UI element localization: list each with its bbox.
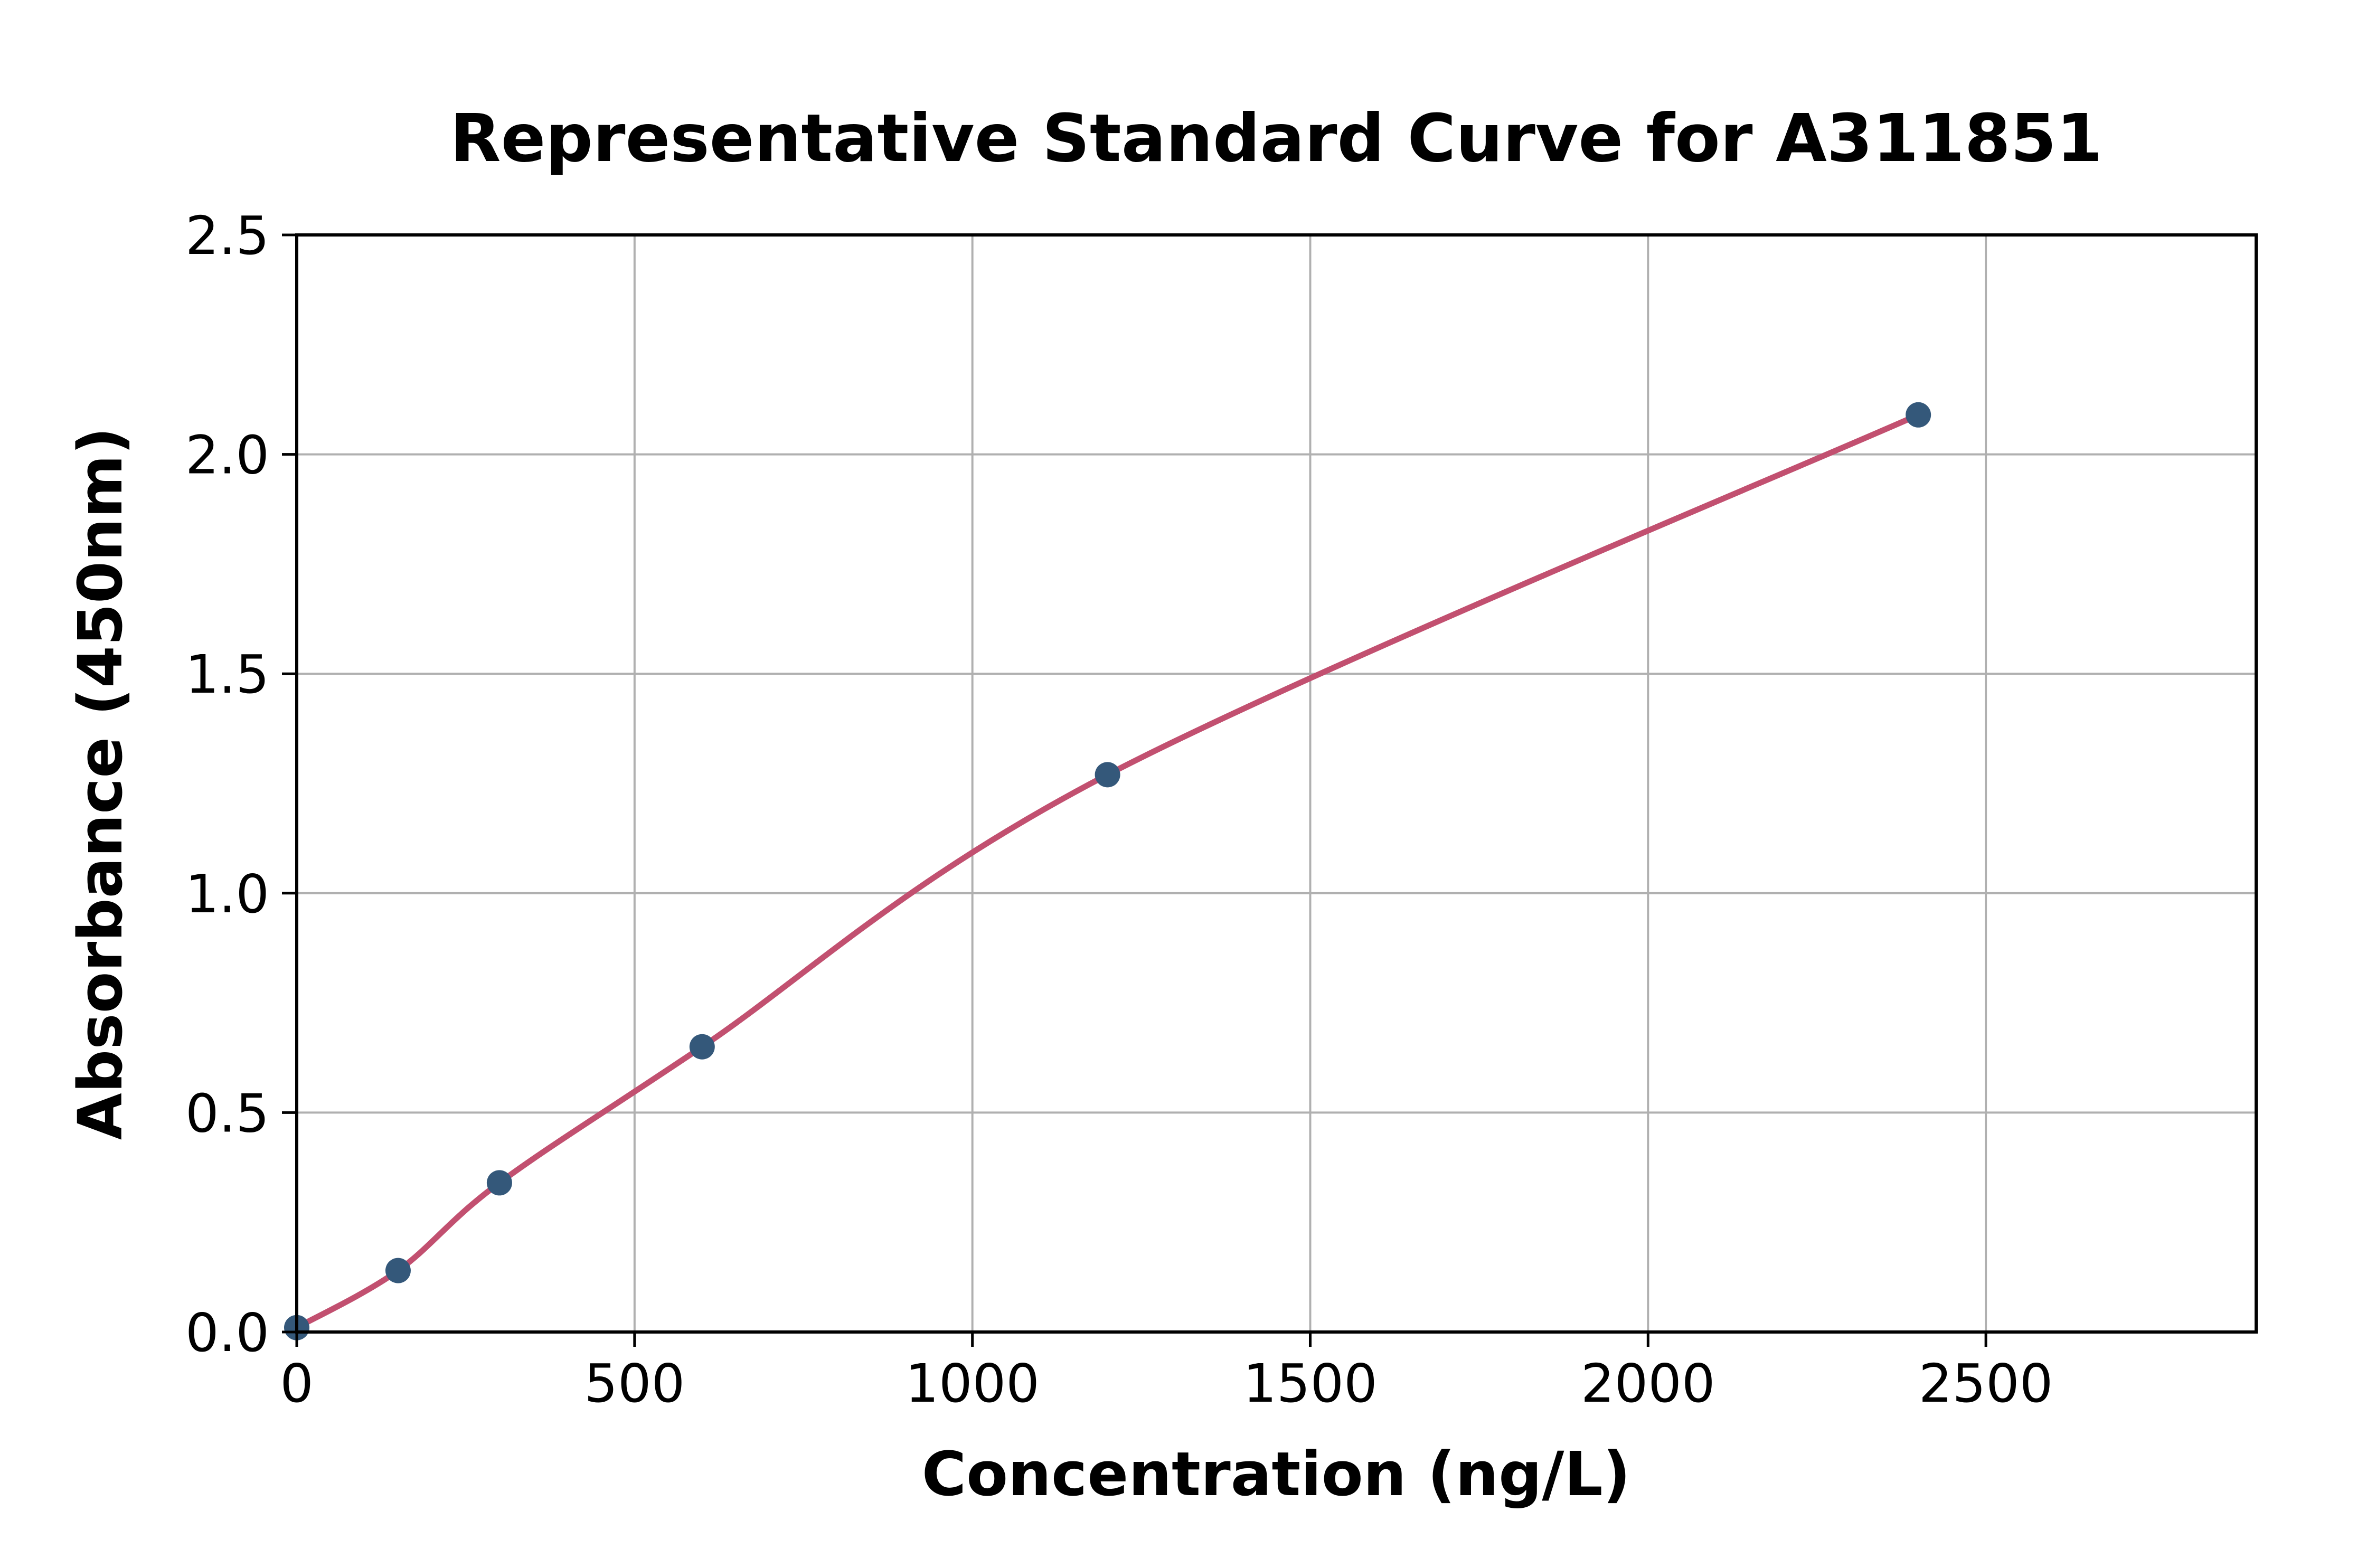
data-points (284, 402, 1931, 1340)
x-tick-label: 1500 (1243, 1353, 1378, 1414)
y-tick-label: 1.0 (185, 863, 269, 925)
data-point (486, 1170, 512, 1196)
data-point (385, 1258, 411, 1283)
x-tick-label: 2000 (1581, 1353, 1715, 1414)
x-tick-label: 0 (280, 1353, 314, 1414)
data-point (1095, 762, 1120, 788)
axis-ticks (282, 233, 1987, 1347)
x-tick-label: 1000 (905, 1353, 1040, 1414)
y-tick-label: 0.0 (185, 1302, 269, 1364)
y-tick-label: 2.5 (185, 205, 269, 267)
x-axis-label: Concentration (ng/L) (922, 1439, 1631, 1510)
y-tick-label: 1.5 (185, 644, 269, 705)
x-tick-label: 2500 (1919, 1353, 2053, 1414)
y-axis-label: Absorbance (450nm) (65, 427, 136, 1140)
y-tick-label: 0.5 (185, 1082, 269, 1144)
grid-lines (296, 234, 2256, 1333)
plot-border (295, 233, 2258, 1334)
data-point (689, 1034, 715, 1060)
fit-curve (294, 412, 1921, 1331)
tick-labels: 0 500 1000 1500 2000 2500 0.0 0.5 1.0 1.5 2.0 2.5 (185, 205, 2053, 1414)
x-tick-label: 500 (584, 1353, 685, 1414)
data-point (1906, 402, 1931, 428)
chart-title: Representative Standard Curve for A31185… (450, 100, 2102, 177)
y-tick-label: 2.0 (185, 424, 269, 486)
